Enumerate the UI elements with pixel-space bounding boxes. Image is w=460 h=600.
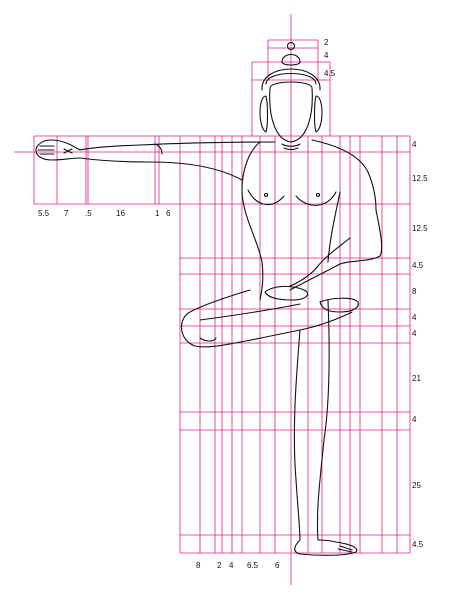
- ushnisha: [281, 53, 301, 66]
- torso-left: [241, 141, 264, 301]
- measure-label: 16: [116, 209, 125, 218]
- measure-label: 2: [324, 38, 329, 47]
- measure-label: 4.5: [412, 540, 424, 549]
- torso-right: [311, 139, 377, 211]
- measure-label: 4: [412, 140, 417, 149]
- measure-label: 6: [166, 209, 171, 218]
- standing-foot: [294, 539, 358, 556]
- right-measures: 2 4 4.5 4 12.5 12.5 4.5 8 4 4 21 4 25 4.…: [324, 38, 428, 549]
- left-ear: [259, 95, 269, 133]
- measure-label: 5.5: [38, 209, 50, 218]
- measure-label: 12.5: [412, 224, 428, 233]
- left-pectoral: [247, 189, 285, 206]
- measure-label: 8: [412, 287, 417, 296]
- measure-label: 6: [275, 561, 280, 570]
- measure-label: 4: [229, 561, 234, 570]
- bent-arm-inner: [289, 237, 351, 287]
- hair-outline: [261, 68, 321, 91]
- measure-label: .5: [85, 209, 92, 218]
- standing-leg-right: [316, 299, 330, 541]
- measure-label: 25: [412, 481, 421, 490]
- arm-measures: 5.5 7 .5 16 1 6: [38, 209, 171, 218]
- standing-leg-left: [293, 329, 301, 541]
- measure-label: 12.5: [412, 174, 428, 183]
- right-ear: [313, 95, 323, 133]
- measure-label: 4.5: [412, 261, 424, 270]
- foot-measures: 8 2 4 6.5 6: [196, 561, 280, 570]
- face: [269, 81, 313, 143]
- measure-label: 4: [412, 415, 417, 424]
- ushnisha-jewel: [286, 41, 296, 51]
- measure-label: 7: [64, 209, 69, 218]
- extended-arm-upper: [79, 141, 276, 151]
- measure-label: 4: [412, 329, 417, 338]
- resting-hand: [264, 285, 309, 301]
- measure-label: 8: [196, 561, 201, 570]
- measure-label: 21: [412, 374, 421, 383]
- extended-hand: [35, 139, 81, 161]
- raised-foot: [319, 297, 359, 313]
- measure-label: 6.5: [247, 561, 259, 570]
- right-pectoral: [295, 191, 337, 206]
- measure-label: 4.5: [324, 69, 336, 78]
- raised-leg: [181, 289, 353, 348]
- bent-arm-outer: [289, 209, 383, 291]
- measure-label: 4: [324, 51, 329, 60]
- buddha-figure-outline: [35, 41, 383, 556]
- extended-arm-lower: [79, 157, 243, 181]
- measure-label: 1: [155, 209, 160, 218]
- measure-label: 4: [412, 313, 417, 322]
- measure-label: 2: [217, 561, 222, 570]
- proportion-grid: [14, 14, 411, 585]
